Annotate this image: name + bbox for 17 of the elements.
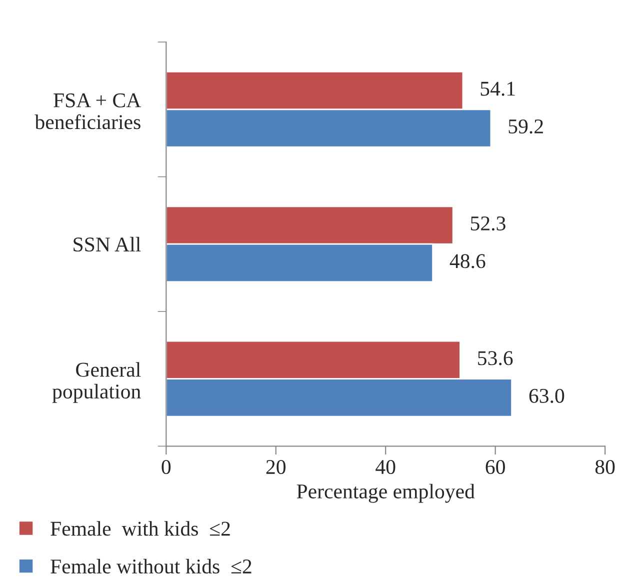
x-tick-label: 0 bbox=[162, 460, 171, 474]
x-axis-title: Percentage employed bbox=[296, 484, 475, 503]
legend-label: Female with kids ≤2 bbox=[50, 521, 230, 536]
x-tick-label: 20 bbox=[266, 460, 286, 474]
x-tick-label: 40 bbox=[376, 460, 396, 474]
y-tick-label: FSA + CA beneficiaries bbox=[34, 93, 142, 130]
data-label: 63.0 bbox=[529, 388, 564, 403]
legend-label: Female without kids ≤2 bbox=[50, 558, 252, 574]
x-tick-label: 60 bbox=[486, 460, 505, 474]
x-tick-label: 80 bbox=[595, 460, 615, 474]
y-tick-label: General population bbox=[52, 362, 141, 403]
data-label: 53.6 bbox=[478, 351, 513, 366]
data-label: 48.6 bbox=[450, 254, 486, 268]
data-label: 54.1 bbox=[480, 82, 515, 96]
data-label: 59.2 bbox=[508, 119, 543, 134]
y-tick-label: SSN All bbox=[74, 236, 141, 252]
data-label: 52.3 bbox=[470, 216, 506, 231]
